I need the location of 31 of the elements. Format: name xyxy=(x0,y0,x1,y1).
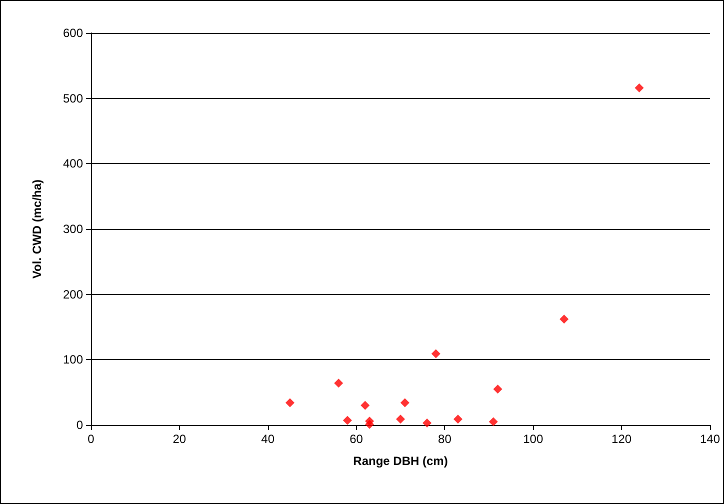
x-tick-label: 140 xyxy=(700,432,720,446)
point xyxy=(431,349,440,358)
point xyxy=(488,417,498,426)
y-tick-label: 0 xyxy=(76,418,84,432)
x-tick-label: 0 xyxy=(88,432,95,446)
y-tick-label: 100 xyxy=(62,352,84,367)
point xyxy=(342,416,352,425)
x-tick-label: 60 xyxy=(350,432,364,446)
x-axis-title: Range DBH (cm) xyxy=(353,454,448,468)
x-tick-label: 40 xyxy=(261,432,275,446)
point xyxy=(360,400,370,410)
x-tick-label: 120 xyxy=(612,432,632,446)
point xyxy=(334,378,344,388)
x-tick-label: 80 xyxy=(438,432,452,446)
y-tick-label: 600 xyxy=(62,26,84,40)
x-tick-label: 100 xyxy=(523,432,544,446)
y-tick-label: 400 xyxy=(62,156,84,171)
point xyxy=(396,414,405,424)
point xyxy=(285,398,294,408)
point xyxy=(560,314,569,324)
point xyxy=(400,398,410,408)
point xyxy=(634,83,644,92)
x-tick-label: 20 xyxy=(172,432,186,446)
y-tick-label: 500 xyxy=(62,91,84,106)
point xyxy=(365,420,374,429)
point xyxy=(493,384,502,394)
y-axis-title: Vol. CWD (mc/ha) xyxy=(30,179,44,279)
point xyxy=(422,418,432,428)
y-tick-label: 200 xyxy=(62,287,84,302)
y-tick-label: 300 xyxy=(62,222,84,236)
point xyxy=(453,414,462,424)
